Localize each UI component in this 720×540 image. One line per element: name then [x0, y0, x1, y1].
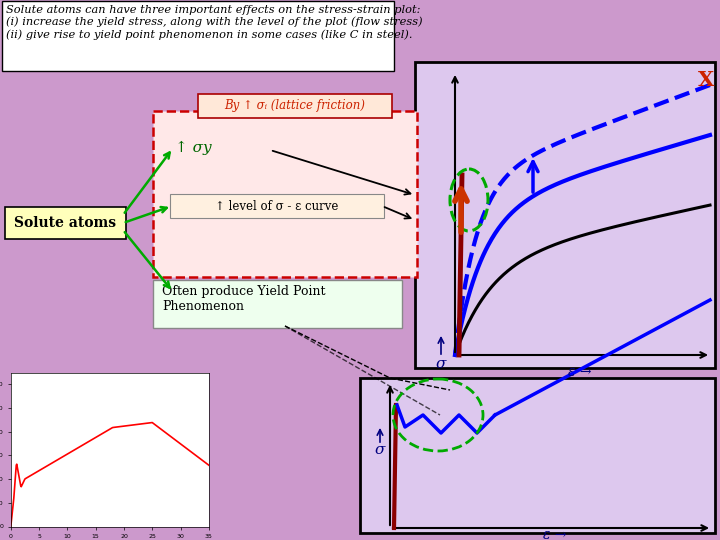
- Bar: [415, 62, 715, 368]
- Text: Often produce Yield Point
Phenomenon: Often produce Yield Point Phenomenon: [162, 285, 325, 313]
- Text: σ: σ: [375, 443, 385, 457]
- FancyBboxPatch shape: [198, 94, 392, 118]
- Text: Solute atoms: Solute atoms: [14, 216, 116, 230]
- Text: ↑ σy: ↑ σy: [175, 141, 212, 155]
- Bar: [360, 378, 715, 533]
- FancyBboxPatch shape: [2, 1, 394, 71]
- Text: Solute atoms can have three important effects on the stress-strain plot:
(i) inc: Solute atoms can have three important ef…: [6, 5, 423, 39]
- Text: σ: σ: [436, 357, 446, 371]
- Text: ε →: ε →: [568, 365, 592, 379]
- Text: ↑ level of σ - ε curve: ↑ level of σ - ε curve: [215, 199, 338, 213]
- FancyBboxPatch shape: [5, 207, 126, 239]
- Text: X: X: [698, 70, 714, 90]
- FancyBboxPatch shape: [170, 194, 384, 218]
- FancyBboxPatch shape: [153, 111, 417, 277]
- Text: ε →: ε →: [544, 528, 567, 540]
- FancyBboxPatch shape: [153, 280, 402, 328]
- Text: By ↑ σᵢ (lattice friction): By ↑ σᵢ (lattice friction): [225, 99, 366, 112]
